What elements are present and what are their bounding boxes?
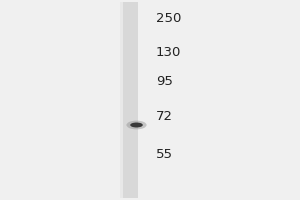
Bar — [123, 2, 138, 198]
Bar — [120, 2, 123, 198]
Bar — [123, 2, 126, 198]
Text: 72: 72 — [156, 110, 173, 123]
Text: 130: 130 — [156, 46, 182, 58]
Text: 55: 55 — [156, 148, 173, 160]
Ellipse shape — [126, 121, 147, 129]
Text: 95: 95 — [156, 75, 173, 88]
Ellipse shape — [130, 123, 143, 127]
Text: 250: 250 — [156, 11, 182, 24]
